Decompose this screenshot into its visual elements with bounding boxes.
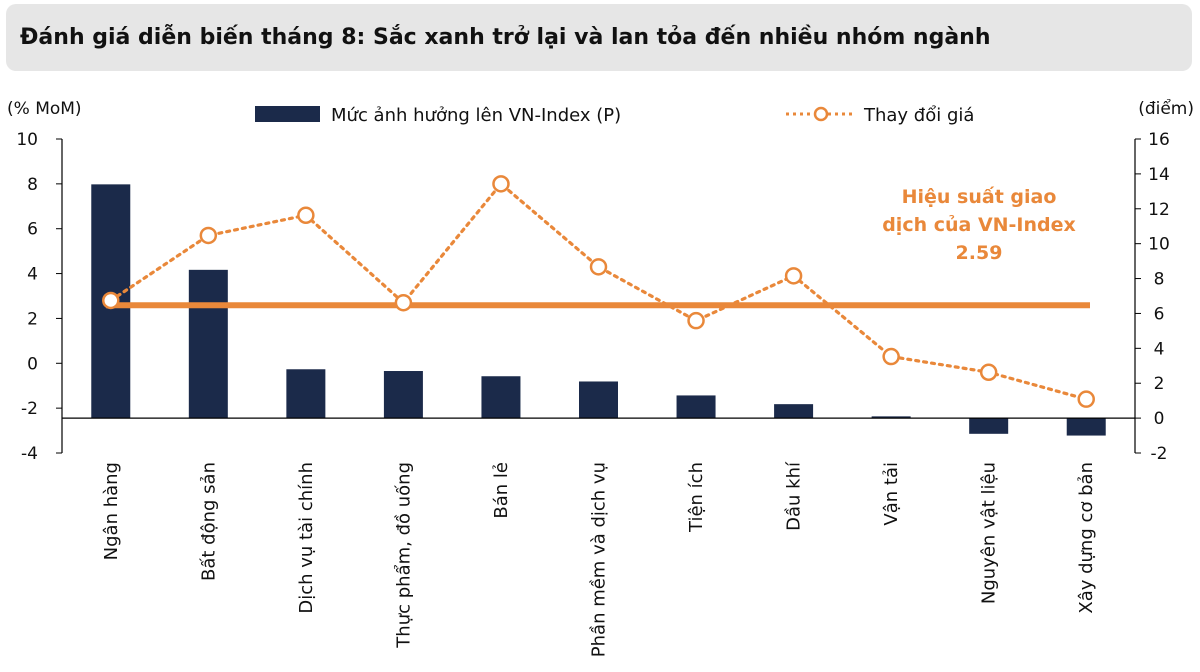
line-point-1 (102, 291, 120, 310)
line-point-11 (1077, 390, 1095, 408)
left-tick-label: 10 (16, 130, 38, 150)
category-label-1: Ngân hàng (101, 462, 122, 560)
category-label-2: Bất động sản (198, 462, 219, 581)
line-point-2 (199, 226, 218, 245)
category-label-11: Xây dựng cơ bản (1076, 462, 1097, 614)
left-axis-unit: (% MoM) (7, 99, 82, 119)
bar-10 (969, 418, 1009, 434)
bar-3 (286, 369, 326, 419)
bar-7 (676, 395, 716, 419)
right-tick-label: 4 (1154, 339, 1165, 359)
right-tick-label: 12 (1148, 200, 1170, 220)
page-title: Đánh giá diễn biến tháng 8: Sắc xanh trở… (20, 25, 991, 50)
category-label-5: Bán lẻ (491, 462, 512, 519)
left-tick-label: 2 (27, 309, 38, 329)
category-label-6: Phần mềm và dịch vụ (589, 462, 610, 657)
right-tick-label: 8 (1154, 270, 1165, 290)
bar-5 (481, 376, 521, 419)
right-tick-label: -2 (1151, 444, 1168, 464)
line-series (102, 175, 1095, 408)
right-axis: 16 14 12 10 8 6 4 2 0 -2 (1134, 130, 1170, 464)
category-label-4: Thực phẩm, đồ uống (393, 462, 414, 649)
line-point-9 (882, 347, 900, 366)
right-tick-label: 2 (1154, 374, 1165, 394)
left-tick-label: 4 (27, 265, 38, 285)
line-point-10 (979, 363, 998, 382)
line-point-5 (492, 175, 510, 193)
right-tick-label: 14 (1148, 165, 1170, 185)
category-label-9: Vận tải (881, 462, 902, 526)
left-axis: 10 8 6 4 2 0 -2 -4 (16, 130, 63, 464)
legend-line-label: Thay đổi giá (863, 105, 974, 126)
bar-9 (871, 416, 911, 419)
annotation-line-2: dịch của VN-Index (882, 214, 1076, 236)
annotation-line-1: Hiệu suất giao (902, 185, 1057, 208)
bar-series (91, 184, 1106, 436)
vn-index-annotation: Hiệu suất giao dịch của VN-Index 2.59 (882, 185, 1076, 264)
bar-4 (383, 371, 423, 419)
left-tick-label: 0 (27, 354, 38, 374)
category-label-7: Tiện ích (686, 462, 707, 533)
legend-bar-label: Mức ảnh hưởng lên VN-Index (P) (331, 105, 621, 126)
category-label-8: Dầu khí (784, 461, 805, 531)
left-tick-label: 8 (27, 175, 38, 195)
legend-line-marker (813, 106, 829, 122)
bar-2 (188, 269, 228, 419)
right-tick-label: 6 (1154, 304, 1165, 324)
price-change-line (109, 181, 1088, 401)
right-axis-unit: (điểm) (1138, 98, 1194, 119)
bar-11 (1066, 418, 1106, 436)
line-point-6 (589, 258, 608, 276)
right-tick-label: 16 (1148, 130, 1170, 150)
bar-6 (579, 381, 618, 419)
legend-bar-swatch (255, 106, 320, 122)
legend: Mức ảnh hưởng lên VN-Index (P) Thay đổi … (255, 105, 974, 126)
x-axis-labels: Ngân hàng Bất động sản Dịch vụ tài chính Th… (101, 461, 1097, 657)
right-tick-label: 10 (1148, 235, 1170, 255)
line-point-8 (784, 267, 803, 285)
category-label-10: Nguyên vật liệu (979, 462, 1000, 604)
left-tick-label: 6 (27, 220, 38, 240)
left-tick-label: -4 (21, 444, 38, 464)
line-point-3 (297, 206, 315, 225)
left-tick-label: -2 (21, 399, 38, 419)
annotation-line-3: 2.59 (956, 242, 1003, 264)
line-point-7 (687, 311, 705, 330)
line-point-4 (394, 293, 413, 312)
title-bar: Đánh giá diễn biến tháng 8: Sắc xanh trở… (6, 4, 1192, 71)
right-tick-label: 0 (1154, 409, 1165, 429)
category-label-3: Dịch vụ tài chính (296, 462, 317, 614)
bar-8 (774, 404, 814, 419)
